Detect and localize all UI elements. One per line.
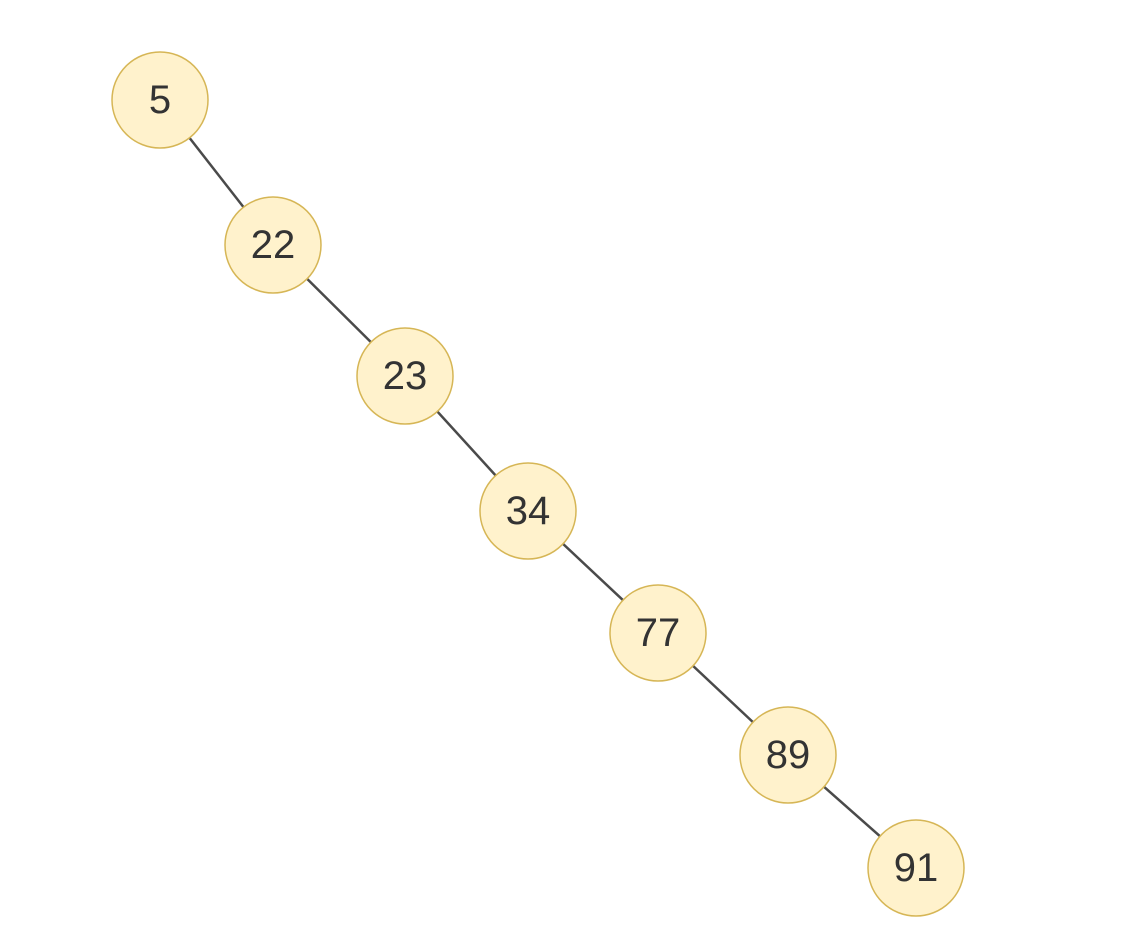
node-label: 91	[894, 846, 939, 890]
node-circle	[867, 819, 965, 917]
node-label: 34	[506, 489, 551, 533]
tree-node: 91	[867, 819, 965, 917]
node-label: 5	[149, 78, 171, 122]
tree-node: 34	[479, 462, 577, 560]
node-circle	[739, 706, 837, 804]
node-label: 23	[383, 354, 428, 398]
node-circle	[356, 327, 454, 425]
tree-node: 89	[739, 706, 837, 804]
node-circle	[609, 584, 707, 682]
node-label: 89	[766, 733, 811, 777]
node-circle	[224, 196, 322, 294]
tree-node: 77	[609, 584, 707, 682]
node-circle	[479, 462, 577, 560]
node-label: 77	[636, 611, 681, 655]
node-label: 22	[251, 223, 296, 267]
tree-node: 23	[356, 327, 454, 425]
tree-node: 22	[224, 196, 322, 294]
node-circle	[111, 51, 209, 149]
tree-node: 5	[111, 51, 209, 149]
nodes: 5 22 23 34 77 89 91	[111, 51, 965, 917]
